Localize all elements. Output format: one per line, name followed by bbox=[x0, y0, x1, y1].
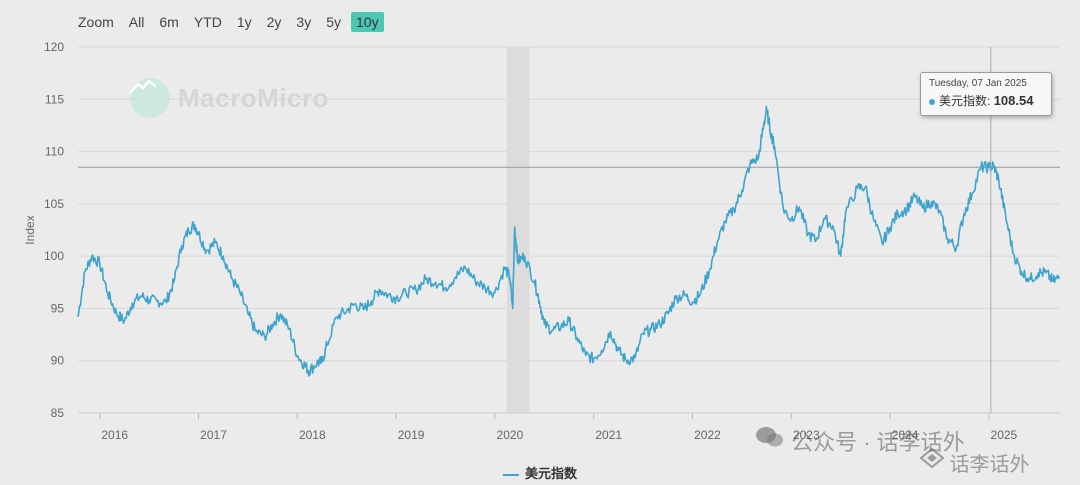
watermark-brand: 话李话外 bbox=[920, 448, 1030, 477]
recession-band bbox=[506, 47, 530, 413]
range-button-2y[interactable]: 2y bbox=[266, 14, 282, 30]
range-button-10y[interactable]: 10y bbox=[351, 12, 384, 32]
tooltip-row: 美元指数: 108.54 bbox=[929, 92, 1043, 109]
range-button-6m[interactable]: 6m bbox=[159, 14, 179, 30]
diamond-logo-icon bbox=[920, 448, 944, 476]
series-usd-index bbox=[77, 105, 1061, 377]
tooltip: Tuesday, 07 Jan 2025 美元指数: 108.54 bbox=[920, 72, 1052, 116]
y-tick-label-120: 120 bbox=[44, 40, 64, 54]
x-tick-label-2024: 2024 bbox=[892, 428, 919, 442]
grid-lines bbox=[78, 46, 1060, 414]
series-line-usd-index[interactable] bbox=[77, 105, 1061, 377]
x-tick-label-2018: 2018 bbox=[299, 428, 326, 442]
watermark-account: 公众号 · 话李话外 bbox=[755, 425, 965, 457]
legend-label: 美元指数 bbox=[524, 466, 577, 481]
y-axis: 85 90 95 100 105 110 115 120 bbox=[44, 40, 64, 420]
range-button-all[interactable]: All bbox=[128, 14, 145, 30]
x-tick-label-2022: 2022 bbox=[694, 428, 721, 442]
wechat-icon bbox=[755, 427, 785, 456]
range-button-ytd[interactable]: YTD bbox=[193, 14, 222, 30]
y-tick-label-100: 100 bbox=[44, 249, 64, 263]
recession-rect bbox=[506, 47, 530, 413]
tooltip-date: Tuesday, 07 Jan 2025 bbox=[929, 78, 1027, 89]
watermark-text-2: 话李话外 bbox=[949, 454, 1030, 476]
y-axis-title: Index bbox=[23, 215, 37, 244]
brand-logo: MacroMicro bbox=[130, 78, 329, 118]
y-tick-label-105: 105 bbox=[44, 197, 64, 211]
x-tick-label-2021: 2021 bbox=[595, 428, 622, 442]
zoom-label: Zoom bbox=[78, 14, 114, 30]
range-button-1y[interactable]: 1y bbox=[236, 14, 252, 30]
range-selector: Zoom All 6m YTD 1y 2y 3y 5y 10y bbox=[78, 10, 389, 34]
x-tick-label-2016: 2016 bbox=[101, 428, 128, 442]
x-tick-label-2020: 2020 bbox=[497, 428, 524, 442]
x-tick-label-2017: 2017 bbox=[200, 428, 227, 442]
y-tick-label-110: 110 bbox=[45, 145, 64, 159]
y-tick-label-115: 115 bbox=[45, 92, 64, 106]
tooltip-value: 108.54 bbox=[993, 93, 1034, 108]
y-tick-label-85: 85 bbox=[51, 406, 65, 420]
logo-text: MacroMicro bbox=[178, 82, 329, 113]
legend-line-icon bbox=[502, 473, 519, 476]
y-tick-label-95: 95 bbox=[51, 301, 65, 315]
logo-chart-icon bbox=[130, 78, 170, 118]
legend[interactable]: 美元指数 bbox=[0, 463, 1080, 482]
y-tick-label-90: 90 bbox=[51, 354, 65, 368]
range-button-3y[interactable]: 3y bbox=[296, 14, 312, 30]
series-dot-icon bbox=[929, 98, 935, 105]
x-tick-label-2019: 2019 bbox=[398, 428, 425, 442]
x-tick-label-2025: 2025 bbox=[991, 428, 1018, 442]
tooltip-series-name: 美元指数 bbox=[939, 94, 988, 108]
x-tick-label-2023: 2023 bbox=[793, 428, 820, 442]
x-axis: 2016 2017 2018 2019 2020 2021 2022 2023 2024 2025 bbox=[78, 412, 1060, 442]
range-button-5y[interactable]: 5y bbox=[326, 14, 341, 30]
